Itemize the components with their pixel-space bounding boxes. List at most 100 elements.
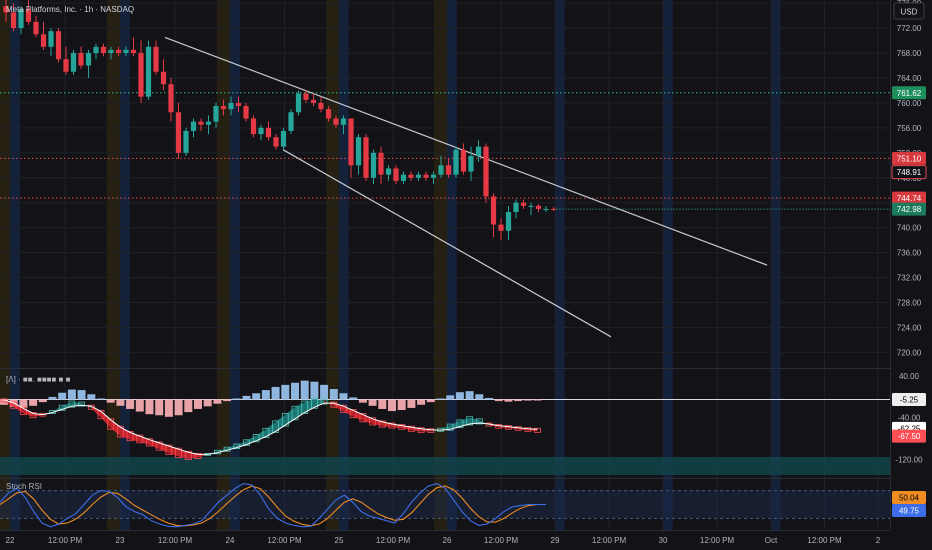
candle[interactable]	[295, 93, 302, 113]
candle[interactable]	[250, 118, 257, 135]
macd-candle	[534, 427, 541, 433]
candle[interactable]	[453, 149, 459, 175]
candle[interactable]	[280, 130, 287, 147]
candle[interactable]	[445, 165, 452, 175]
candle[interactable]	[535, 205, 542, 209]
price-level-badge	[892, 191, 926, 205]
candle[interactable]	[78, 53, 84, 66]
candle[interactable]	[543, 208, 549, 210]
candle[interactable]	[190, 121, 197, 131]
candle[interactable]	[483, 146, 489, 197]
candle[interactable]	[355, 137, 362, 166]
candle[interactable]	[40, 34, 47, 47]
candle[interactable]	[213, 106, 219, 122]
candle[interactable]	[430, 174, 437, 178]
candle[interactable]	[33, 21, 39, 35]
afterhours-band	[216, 0, 230, 530]
candle[interactable]	[423, 174, 429, 178]
afterhours-band	[434, 0, 447, 530]
candle[interactable]	[415, 174, 422, 178]
candle[interactable]	[550, 208, 557, 210]
macd-histogram-bar	[281, 384, 290, 400]
candle[interactable]	[348, 118, 354, 166]
candle[interactable]	[145, 46, 152, 97]
candle[interactable]	[318, 102, 324, 110]
macd-histogram-bar	[465, 391, 474, 400]
candle[interactable]	[138, 53, 144, 97]
candle[interactable]	[400, 174, 407, 181]
candle[interactable]	[198, 121, 204, 125]
candle[interactable]	[228, 102, 234, 110]
candle[interactable]	[460, 149, 467, 172]
candle[interactable]	[325, 109, 332, 119]
premarket-band	[10, 0, 20, 530]
candle[interactable]	[310, 99, 317, 103]
time-axis[interactable]	[0, 530, 932, 550]
macd-candle	[427, 428, 435, 433]
macd-pane[interactable]	[0, 380, 890, 475]
stoch-rsi-pane[interactable]	[0, 483, 890, 528]
candle[interactable]	[363, 137, 369, 178]
candle[interactable]	[438, 165, 444, 175]
candle[interactable]	[153, 46, 159, 72]
macd-histogram-bar	[67, 389, 76, 400]
candle[interactable]	[183, 130, 189, 153]
premarket-band	[230, 0, 240, 530]
candle[interactable]	[55, 31, 62, 60]
candle[interactable]	[340, 118, 347, 125]
candle[interactable]	[175, 112, 182, 153]
candle[interactable]	[528, 205, 534, 207]
candle[interactable]	[520, 202, 527, 206]
candle[interactable]	[100, 46, 107, 54]
candle[interactable]	[168, 84, 174, 113]
candle[interactable]	[408, 174, 414, 178]
candle[interactable]	[93, 46, 99, 54]
candle[interactable]	[385, 168, 392, 175]
price-grid	[0, 0, 890, 530]
candle[interactable]	[475, 146, 482, 156]
candle[interactable]	[288, 112, 294, 131]
candle[interactable]	[130, 49, 137, 54]
time-tick-label: 12:00 PM	[592, 536, 627, 545]
candle[interactable]	[10, 12, 17, 29]
stoch-value-badge	[892, 504, 926, 517]
time-tick-label: 12:00 PM	[700, 536, 735, 545]
trendline[interactable]	[282, 149, 612, 338]
candle[interactable]	[303, 93, 309, 100]
candle[interactable]	[505, 212, 512, 231]
candle[interactable]	[513, 202, 519, 213]
candle[interactable]	[48, 31, 54, 47]
candle[interactable]	[3, 6, 9, 13]
macd-value-badge-label: -5.25	[900, 396, 919, 405]
macd-histogram-bar	[514, 399, 523, 402]
candle[interactable]	[85, 53, 92, 66]
candle[interactable]	[18, 9, 24, 29]
candle[interactable]	[265, 127, 272, 138]
candle[interactable]	[115, 49, 122, 54]
candle[interactable]	[160, 71, 167, 85]
macd-histogram-bar	[310, 381, 319, 400]
candle[interactable]	[333, 118, 339, 125]
candle[interactable]	[25, 9, 32, 22]
candle[interactable]	[273, 137, 279, 147]
candle[interactable]	[235, 102, 242, 107]
candle[interactable]	[258, 127, 264, 135]
currency-button[interactable]	[893, 2, 925, 20]
candle[interactable]	[498, 224, 504, 231]
candle[interactable]	[378, 152, 384, 175]
candle[interactable]	[63, 59, 69, 72]
currency-button-label[interactable]: USD	[901, 8, 918, 17]
candlestick-series[interactable]	[3, 0, 557, 241]
candle[interactable]	[393, 168, 399, 181]
candle[interactable]	[205, 121, 212, 125]
candle[interactable]	[108, 49, 114, 54]
candle[interactable]	[123, 49, 129, 54]
last-price-badge	[892, 202, 926, 216]
candle[interactable]	[243, 106, 249, 119]
candle[interactable]	[468, 155, 474, 172]
candle[interactable]	[370, 152, 377, 178]
candle[interactable]	[220, 106, 227, 110]
candle[interactable]	[490, 196, 497, 225]
candle[interactable]	[70, 53, 77, 72]
